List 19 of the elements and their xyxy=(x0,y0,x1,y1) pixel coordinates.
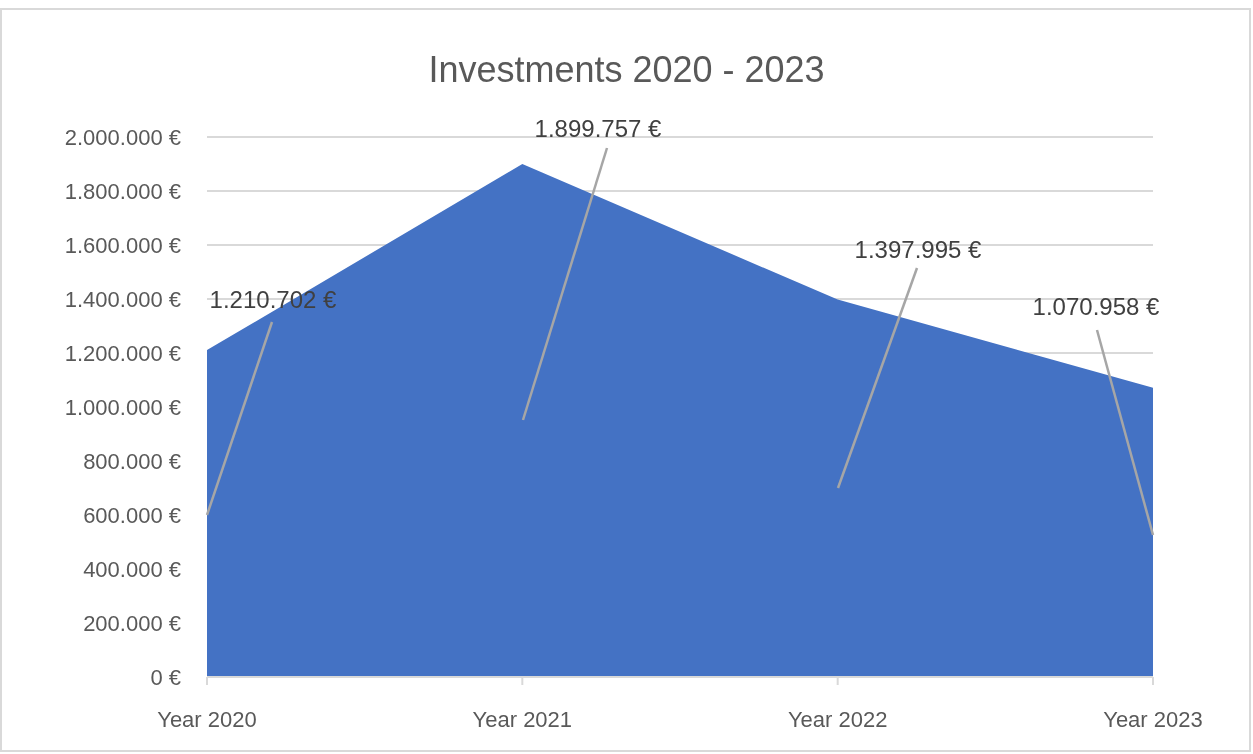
data-label: 1.070.958 € xyxy=(1032,293,1161,320)
y-tick-label: 800.000 € xyxy=(83,448,181,474)
y-tick-label: 400.000 € xyxy=(83,556,181,582)
y-tick-label: 1.200.000 € xyxy=(64,340,181,366)
x-tick-label: Year 2021 xyxy=(472,707,573,732)
y-tick-label: 200.000 € xyxy=(83,610,181,636)
x-tick-label: Year 2020 xyxy=(157,707,257,732)
y-tick-label: 1.000.000 € xyxy=(64,394,181,420)
y-tick-label: 1.600.000 € xyxy=(64,232,181,258)
data-label: 1.899.757 € xyxy=(534,115,663,142)
chart-title: Investments 2020 - 2023 xyxy=(428,49,825,90)
y-tick-label: 2.000.000 € xyxy=(64,124,181,150)
x-tick-label: Year 2023 xyxy=(1103,707,1203,732)
y-tick-label: 0 € xyxy=(150,664,181,690)
x-tick-label: Year 2022 xyxy=(787,707,888,732)
y-tick-label: 1.400.000 € xyxy=(64,286,181,312)
y-tick-label: 1.800.000 € xyxy=(64,178,181,204)
data-label: 1.397.995 € xyxy=(854,236,983,263)
y-tick-label: 600.000 € xyxy=(83,502,181,528)
